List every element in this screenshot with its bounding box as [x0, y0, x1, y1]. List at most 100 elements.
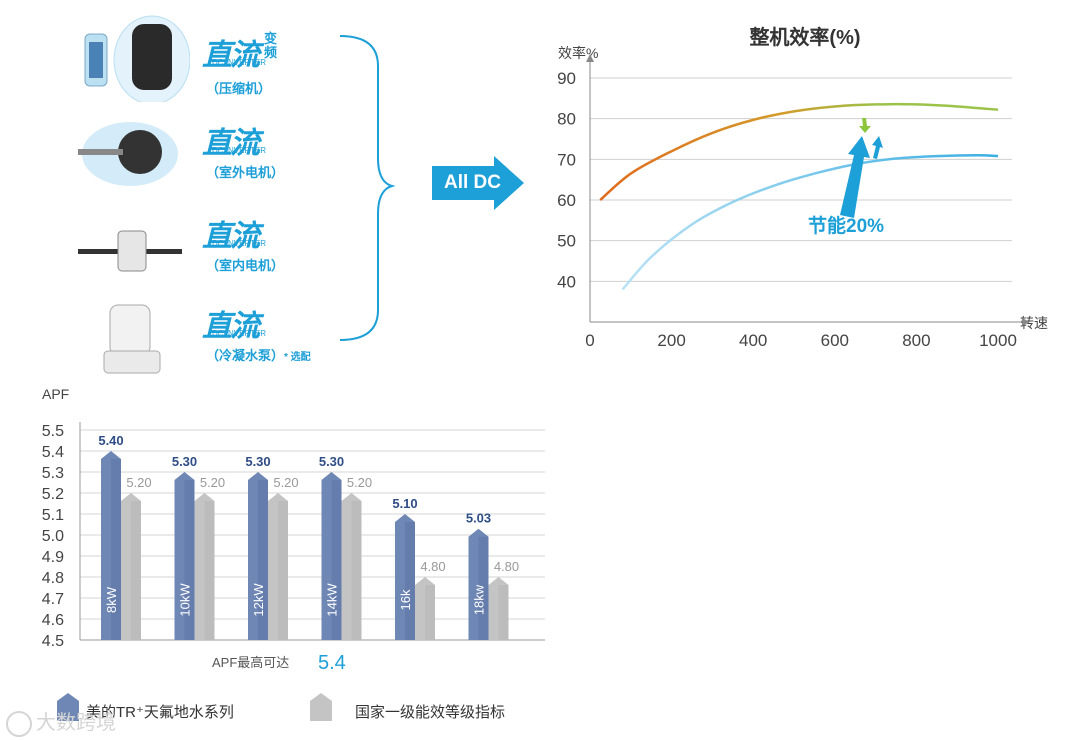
y-tick-label: 70 — [557, 150, 576, 169]
y-tick-label: 5.2 — [42, 486, 64, 503]
all-dc-arrow: All DC — [432, 156, 524, 210]
bar-shade — [278, 501, 288, 640]
legend-label-midea: 美的TR⁺天氟地水系列 — [86, 704, 234, 721]
compressor-icon — [84, 15, 190, 102]
y-tick-label: 5.5 — [42, 423, 64, 440]
y-axis-arrow-icon — [586, 54, 594, 62]
series-line-all-dc — [599, 102, 999, 201]
dc-inverter-logo: 直流 DC INVERTER — [202, 118, 302, 178]
dc-sub-text: DC INVERTER — [212, 58, 267, 67]
efficiency-line-chart: 整机效率(%) 效率% 转速 40 50 60 70 80 90 0 200 400 600 800… — [557, 25, 1048, 350]
y-tick-label: 80 — [557, 110, 576, 129]
value-label-national: 5.20 — [273, 475, 298, 490]
category-label: 14kW — [325, 583, 340, 617]
y-tick-label: 4.9 — [42, 549, 64, 566]
bar-shade — [405, 522, 415, 640]
chart-title: 整机效率(%) — [748, 25, 860, 49]
bar-shade — [184, 480, 195, 640]
bar-shade — [425, 585, 435, 640]
y-tick-label: 60 — [557, 191, 576, 210]
indoor-motor-icon — [78, 230, 182, 272]
apf-caption-text: APF最高可达 — [212, 655, 289, 670]
bar-shade — [258, 480, 268, 640]
watermark-logo-icon — [6, 710, 32, 737]
small-blue-arrow-icon — [872, 136, 883, 159]
legend: 美的TR⁺天氟地水系列 国家一级能效等级指标 — [57, 693, 505, 721]
y-tick-label: 40 — [557, 272, 576, 291]
x-tick-label: 1000 — [979, 331, 1017, 350]
value-label-national: 5.20 — [200, 475, 225, 490]
bar-shade — [131, 501, 141, 640]
dc-brand-text: 直流 — [202, 38, 260, 73]
apf-caption-value: 5.4 — [318, 652, 346, 674]
category-label: 10kW — [178, 583, 193, 617]
dc-sub-text: DC INVERTER — [212, 146, 267, 155]
dc-inverter-logo: 直流 DC INVERTER 变频 — [202, 30, 302, 90]
y-tick-label: 5.0 — [42, 528, 64, 545]
energy-saving-big-arrow — [840, 136, 870, 218]
condensate-pump-icon — [103, 304, 161, 374]
apf-bar-chart: APF 5.5 5.4 5.3 5.2 5.1 5.0 4.9 4.8 4.7 4.6 4.5 5.… — [42, 386, 545, 721]
component-row: 直流 DC INVERTER （室内电机） — [70, 205, 330, 295]
y-tick-label: 90 — [557, 69, 576, 88]
category-label: 12kW — [251, 583, 266, 617]
y-tick-label: 4.5 — [42, 633, 64, 650]
value-label-midea: 5.30 — [172, 454, 197, 469]
y-axis-label: 效率% — [558, 45, 598, 61]
x-axis-arrow-icon — [1022, 318, 1030, 326]
series-line-baseline — [621, 154, 999, 291]
value-label-national: 4.80 — [420, 559, 445, 574]
x-tick-label: 0 — [585, 331, 594, 350]
bar-shade — [204, 501, 215, 640]
bar-shade — [351, 501, 362, 640]
y-tick-label: 5.4 — [42, 444, 64, 461]
dc-sub-text: DC INVERTER — [212, 329, 267, 338]
bar-shade — [478, 536, 489, 640]
dc-inverter-logo: 直流 DC INVERTER — [202, 211, 302, 271]
legend-label-national: 国家一级能效等级指标 — [355, 703, 505, 721]
value-label-national: 4.80 — [494, 559, 519, 574]
dc-inverter-logo: 直流 DC INVERTER — [202, 301, 302, 361]
optional-note: * 选配 — [284, 352, 311, 363]
all-dc-label: All DC — [444, 172, 501, 193]
y-tick-label: 4.8 — [42, 570, 64, 587]
y-tick-label: 5.1 — [42, 507, 64, 524]
x-tick-label: 400 — [739, 331, 767, 350]
watermark: 大数跨境 — [6, 706, 116, 737]
component-row: 直流 DC INVERTER 变频 （压缩机） — [70, 12, 330, 102]
y-tick-label: 50 — [557, 232, 576, 251]
arrow-shape-icon — [432, 156, 524, 210]
x-tick-label: 200 — [657, 331, 685, 350]
value-label-midea: 5.10 — [392, 496, 417, 511]
component-label: （室内电机） — [206, 258, 285, 273]
value-label-national: 5.20 — [126, 475, 151, 490]
bar-shade — [498, 585, 509, 640]
bar-y-axis-label: APF — [42, 386, 69, 402]
y-tick-label: 4.6 — [42, 612, 64, 629]
value-label-midea: 5.03 — [466, 511, 491, 526]
outdoor-fan-motor-icon — [78, 122, 178, 186]
grouping-brace — [339, 35, 396, 341]
legend-swatch-national — [310, 693, 332, 721]
dc-brand-text: 直流 — [202, 126, 260, 161]
value-label-midea: 5.40 — [98, 433, 123, 448]
dc-brand-text: 直流 — [202, 309, 260, 344]
x-tick-label: 600 — [821, 331, 849, 350]
category-label: 8kW — [104, 586, 119, 613]
dc-sub-text: DC INVERTER — [212, 239, 267, 248]
value-label-midea: 5.30 — [319, 454, 344, 469]
energy-saving-annotation: 节能20% — [808, 214, 884, 237]
component-label: （压缩机） — [206, 81, 272, 96]
component-row: 直流 DC INVERTER （冷凝水泵）* 选配 — [70, 295, 330, 385]
x-axis-label: 转速 — [1020, 315, 1048, 331]
dc-extra-text: 变频 — [264, 31, 278, 60]
x-tick-label: 800 — [902, 331, 930, 350]
category-label: 16k — [398, 589, 413, 610]
y-tick-label: 4.7 — [42, 591, 64, 608]
small-green-arrow-icon — [859, 118, 871, 133]
bar-shade — [111, 459, 121, 640]
y-tick-label: 5.3 — [42, 465, 64, 482]
bar-shade — [331, 480, 342, 640]
component-row: 直流 DC INVERTER （室外电机） — [70, 112, 330, 202]
component-label: （冷凝水泵）* 选配 — [206, 348, 311, 363]
